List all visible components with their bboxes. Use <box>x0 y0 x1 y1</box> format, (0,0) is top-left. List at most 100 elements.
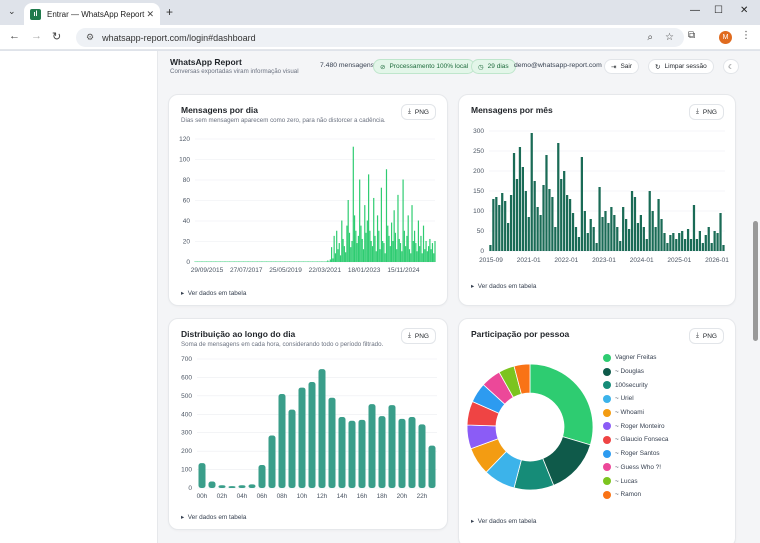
hourly-table-toggle[interactable]: ▸ Ver dados em tabela <box>181 514 247 521</box>
x-tick-label: 00h <box>197 493 208 500</box>
daily-bar <box>199 261 201 262</box>
extensions-icon[interactable]: ⧉ <box>688 30 696 41</box>
hourly-png-button[interactable]: ⤓ PNG <box>401 328 436 344</box>
monthly-bar <box>501 193 504 251</box>
daily-bar <box>194 261 196 262</box>
hourly-bar <box>308 382 316 488</box>
daily-bar <box>397 194 399 262</box>
theme-toggle-button[interactable]: ☾ <box>723 59 739 74</box>
monthly-bar <box>601 217 604 251</box>
people-table-toggle[interactable]: ▸ Ver dados em tabela <box>471 518 537 525</box>
forward-icon[interactable]: → <box>31 30 42 42</box>
daily-bar <box>370 241 372 262</box>
png-label: PNG <box>702 108 717 116</box>
legend-label: ~ Lucas <box>615 477 638 485</box>
processing-label: Processamento 100% local <box>389 63 469 70</box>
bookmark-star-icon[interactable]: ☆ <box>665 32 674 43</box>
x-tick-label: 2026-01 <box>705 257 729 264</box>
legend-item[interactable]: ~ Guess Who ?! <box>603 461 668 475</box>
legend-label: ~ Uriel <box>615 395 634 403</box>
monthly-table-toggle[interactable]: ▸ Ver dados em tabela <box>471 283 537 290</box>
hourly-bar <box>288 409 296 488</box>
y-tick-label: 80 <box>183 177 191 184</box>
download-icon: ⤓ <box>696 332 699 339</box>
daily-bar <box>208 261 210 262</box>
x-tick-label: 2022-01 <box>554 257 578 264</box>
monthly-bar <box>515 179 519 251</box>
profile-avatar[interactable]: M <box>719 31 732 44</box>
legend-swatch <box>603 367 611 376</box>
daily-table-toggle[interactable]: ▸ Ver dados em tabela <box>181 290 247 297</box>
close-tab-icon[interactable]: ✕ <box>146 8 154 19</box>
legend-item[interactable]: ~ Uriel <box>603 392 668 406</box>
legend-item[interactable]: ~ Ramon <box>603 488 668 502</box>
tab-search-icon[interactable]: ⌄ <box>8 6 16 16</box>
daily-bar <box>240 261 242 262</box>
monthly-bar <box>568 199 572 251</box>
clear-session-button[interactable]: ↻ Limpar sessão <box>648 59 714 74</box>
address-bar[interactable]: ⚙ whatsapp-report.com/login#dashboard ⌕ … <box>76 28 684 47</box>
daily-bar <box>356 243 358 262</box>
monthly-bar <box>536 207 539 251</box>
daily-bar <box>396 249 398 262</box>
back-icon[interactable]: ← <box>9 30 20 42</box>
legend-item[interactable]: ~ Roger Santos <box>603 447 668 461</box>
daily-bar <box>218 261 220 262</box>
minimize-icon[interactable]: — <box>690 5 700 16</box>
close-window-icon[interactable]: ✕ <box>740 5 749 16</box>
people-png-button[interactable]: ⤓ PNG <box>689 328 724 344</box>
hourly-bar <box>428 445 436 488</box>
monthly-bar <box>689 239 693 251</box>
legend-item[interactable]: ~ Glaucio Fonseca <box>603 433 668 447</box>
daily-bar <box>385 169 388 262</box>
page-scrollbar[interactable] <box>752 51 760 543</box>
daily-bar <box>366 220 368 262</box>
monthly-bar <box>639 215 642 251</box>
daily-bar <box>415 243 417 262</box>
y-tick-label: 150 <box>473 188 484 195</box>
logout-button[interactable]: ⇥ Sair <box>604 59 640 74</box>
daily-bar <box>295 261 297 262</box>
monthly-png-button[interactable]: ⤓ PNG <box>689 104 724 120</box>
reload-icon[interactable]: ↻ <box>52 31 62 43</box>
logout-label: Sair <box>620 63 633 70</box>
zoom-icon[interactable]: ⌕ <box>647 32 654 43</box>
daily-png-button[interactable]: ⤓ PNG <box>401 104 436 120</box>
daily-bar <box>231 261 233 262</box>
scrollbar-thumb[interactable] <box>753 221 758 341</box>
hourly-bar <box>408 417 416 488</box>
daily-bar <box>412 241 414 262</box>
daily-chart: 0 20 40 60 80 100 120 29/09/2015 27/07/2017 25/05… <box>179 136 436 274</box>
days-label: 29 dias <box>487 63 509 70</box>
legend-item[interactable]: 100security <box>603 378 668 392</box>
browser-menu-icon[interactable]: ⋮ <box>741 30 751 41</box>
browser-tab[interactable]: ıl Entrar — WhatsApp Report ✕ <box>24 3 160 25</box>
y-tick-label: 40 <box>183 218 191 225</box>
daily-bar <box>230 261 232 262</box>
hourly-bar <box>248 484 256 488</box>
legend-item[interactable]: ~ Douglas <box>603 365 668 379</box>
legend-item[interactable]: ~ Roger Monteiro <box>603 419 668 433</box>
png-label: PNG <box>414 332 429 340</box>
hourly-bar <box>278 394 286 488</box>
monthly-bar <box>610 207 613 251</box>
daily-bar <box>222 261 224 262</box>
site-info-icon[interactable]: ⚙ <box>86 32 95 42</box>
new-tab-icon[interactable]: + <box>166 5 174 19</box>
legend-item[interactable]: ~ Lucas <box>603 474 668 488</box>
daily-bar <box>302 261 305 262</box>
monthly-chart: 0 50 100 150 200 250 300 2015-09 2021-01 2022-01 2… <box>473 128 729 264</box>
legend-item[interactable]: ~ Whoami <box>603 406 668 420</box>
daily-bar <box>408 249 411 262</box>
daily-bar <box>360 225 362 262</box>
maximize-icon[interactable]: ☐ <box>714 5 723 16</box>
monthly-bar <box>648 191 651 251</box>
monthly-bar <box>580 157 583 251</box>
legend-item[interactable]: Vagner Freitas <box>603 351 668 365</box>
monthly-bar <box>566 195 569 251</box>
monthly-bar <box>507 223 510 251</box>
daily-bar <box>421 253 423 262</box>
daily-bar <box>351 241 353 262</box>
daily-bar <box>264 261 266 262</box>
daily-bar <box>196 261 199 262</box>
